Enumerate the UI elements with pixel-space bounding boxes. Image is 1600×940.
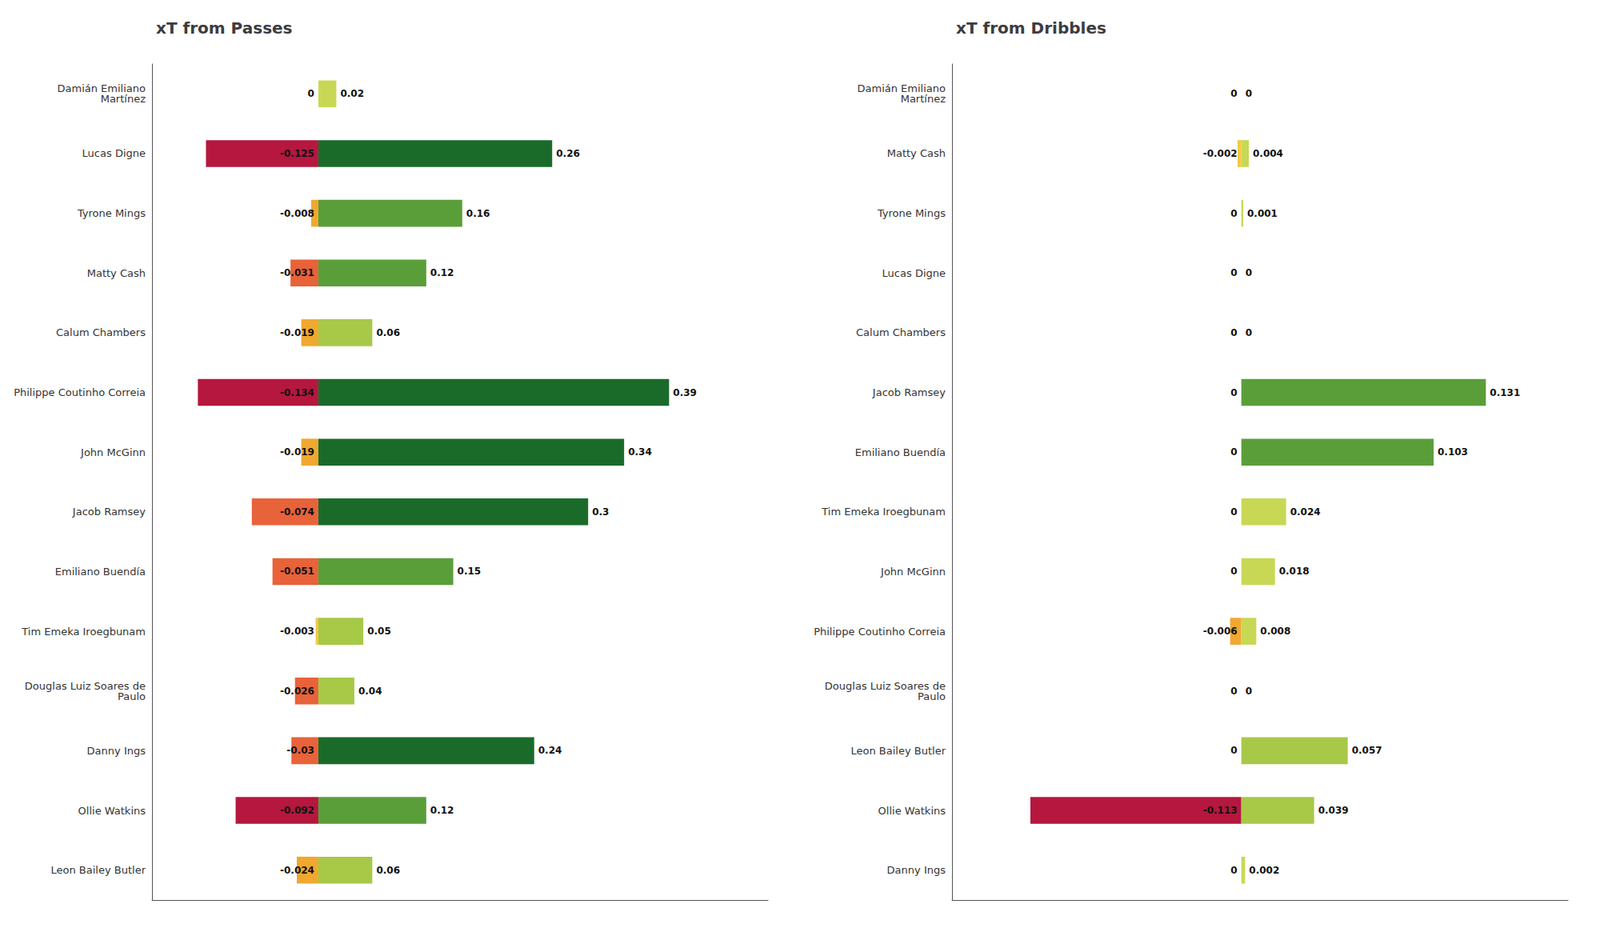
svg-text:0: 0 <box>1230 506 1237 518</box>
svg-text:-0.125: -0.125 <box>280 148 315 160</box>
svg-text:Lucas Digne: Lucas Digne <box>82 147 146 160</box>
svg-text:0.001: 0.001 <box>1247 208 1278 220</box>
svg-text:-0.006: -0.006 <box>1203 625 1238 637</box>
svg-text:0.26: 0.26 <box>556 148 580 160</box>
svg-text:-0.051: -0.051 <box>280 565 315 577</box>
svg-text:-0.026: -0.026 <box>280 685 315 697</box>
svg-text:0.024: 0.024 <box>1290 506 1321 518</box>
svg-text:0.12: 0.12 <box>430 804 455 816</box>
svg-text:-0.03: -0.03 <box>286 744 315 756</box>
svg-text:0.16: 0.16 <box>466 208 491 220</box>
svg-text:Leon Bailey Butler: Leon Bailey Butler <box>51 864 147 876</box>
svg-text:Matty Cash: Matty Cash <box>87 267 146 280</box>
svg-text:-0.019: -0.019 <box>280 327 315 339</box>
svg-text:-0.008: -0.008 <box>280 208 315 220</box>
svg-text:Emiliano Buendía: Emiliano Buendía <box>855 446 946 459</box>
svg-text:0.06: 0.06 <box>376 327 400 339</box>
svg-text:Tim Emeka Iroegbunam: Tim Emeka Iroegbunam <box>20 625 146 638</box>
svg-text:0: 0 <box>1230 565 1237 577</box>
svg-text:Danny Ings: Danny Ings <box>887 864 947 876</box>
svg-text:-0.092: -0.092 <box>280 804 315 816</box>
svg-text:0.3: 0.3 <box>592 506 609 518</box>
svg-text:0: 0 <box>1245 88 1252 100</box>
svg-text:Danny Ings: Danny Ings <box>87 744 147 757</box>
svg-text:Douglas Luiz Soares de: Douglas Luiz Soares de <box>24 679 146 692</box>
svg-text:Philippe Coutinho Correia: Philippe Coutinho Correia <box>813 625 946 638</box>
svg-text:0.34: 0.34 <box>628 446 652 458</box>
svg-text:Paulo: Paulo <box>117 690 146 703</box>
svg-text:Emiliano Buendía: Emiliano Buendía <box>55 565 146 578</box>
svg-text:0.39: 0.39 <box>672 387 697 399</box>
svg-text:-0.113: -0.113 <box>1203 804 1238 816</box>
svg-text:0: 0 <box>1230 864 1237 876</box>
svg-text:Martínez: Martínez <box>900 92 946 105</box>
svg-text:0.15: 0.15 <box>457 565 482 577</box>
svg-text:Calum Chambers: Calum Chambers <box>56 326 146 339</box>
svg-text:0.24: 0.24 <box>538 744 563 756</box>
svg-text:0.02: 0.02 <box>340 88 364 100</box>
svg-text:0: 0 <box>1230 744 1237 756</box>
svg-text:Ollie Watkins: Ollie Watkins <box>878 804 947 817</box>
svg-text:0.002: 0.002 <box>1248 864 1280 876</box>
svg-text:Douglas Luiz Soares de: Douglas Luiz Soares de <box>824 679 946 692</box>
svg-text:0: 0 <box>1230 387 1237 399</box>
svg-text:Leon Bailey Butler: Leon Bailey Butler <box>851 744 947 757</box>
svg-text:-0.024: -0.024 <box>280 864 315 876</box>
svg-text:-0.003: -0.003 <box>280 625 315 637</box>
svg-text:Ollie Watkins: Ollie Watkins <box>78 804 147 817</box>
svg-text:-0.031: -0.031 <box>280 267 315 279</box>
svg-text:Paulo: Paulo <box>917 690 946 703</box>
svg-text:0.131: 0.131 <box>1489 387 1520 399</box>
svg-text:Martínez: Martínez <box>100 92 146 105</box>
svg-text:0: 0 <box>1230 267 1237 279</box>
svg-text:xT from Passes: xT from Passes <box>156 18 293 38</box>
svg-text:0.06: 0.06 <box>376 864 400 876</box>
svg-text:Philippe Coutinho Correia: Philippe Coutinho Correia <box>13 386 146 399</box>
svg-text:0: 0 <box>1230 327 1237 339</box>
svg-text:Tim Emeka Iroegbunam: Tim Emeka Iroegbunam <box>820 505 946 518</box>
svg-text:Damián Emiliano: Damián Emiliano <box>857 82 946 95</box>
svg-text:xT from Dribbles: xT from Dribbles <box>956 18 1107 38</box>
svg-text:0: 0 <box>1230 446 1237 458</box>
svg-text:0: 0 <box>1245 685 1252 697</box>
svg-text:0.04: 0.04 <box>358 685 383 697</box>
svg-text:-0.074: -0.074 <box>280 506 315 518</box>
svg-text:0.103: 0.103 <box>1437 446 1468 458</box>
svg-text:-0.134: -0.134 <box>280 387 315 399</box>
svg-text:0: 0 <box>1230 685 1237 697</box>
svg-text:0.12: 0.12 <box>430 267 455 279</box>
svg-text:-0.019: -0.019 <box>280 446 315 458</box>
svg-text:0.039: 0.039 <box>1318 804 1349 816</box>
svg-text:Tyrone Mings: Tyrone Mings <box>876 207 946 220</box>
svg-text:0: 0 <box>1230 208 1237 220</box>
svg-text:Matty Cash: Matty Cash <box>887 147 946 160</box>
svg-text:0.018: 0.018 <box>1279 565 1310 577</box>
svg-text:Jacob Ramsey: Jacob Ramsey <box>72 505 146 518</box>
svg-text:Damián Emiliano: Damián Emiliano <box>57 82 146 95</box>
svg-text:0: 0 <box>1245 327 1252 339</box>
svg-text:Calum Chambers: Calum Chambers <box>856 326 946 339</box>
svg-text:-0.002: -0.002 <box>1203 148 1238 160</box>
svg-text:Tyrone Mings: Tyrone Mings <box>76 207 146 220</box>
svg-text:0: 0 <box>1230 88 1237 100</box>
svg-text:John McGinn: John McGinn <box>80 446 146 459</box>
svg-text:0.057: 0.057 <box>1352 744 1383 756</box>
svg-text:0: 0 <box>1245 267 1252 279</box>
svg-text:0.05: 0.05 <box>367 625 392 637</box>
svg-text:John McGinn: John McGinn <box>880 565 946 578</box>
svg-text:0: 0 <box>308 88 315 100</box>
svg-text:0.004: 0.004 <box>1252 148 1284 160</box>
svg-text:Jacob Ramsey: Jacob Ramsey <box>872 386 946 399</box>
svg-text:0.008: 0.008 <box>1260 625 1291 637</box>
svg-text:Lucas Digne: Lucas Digne <box>882 267 946 280</box>
